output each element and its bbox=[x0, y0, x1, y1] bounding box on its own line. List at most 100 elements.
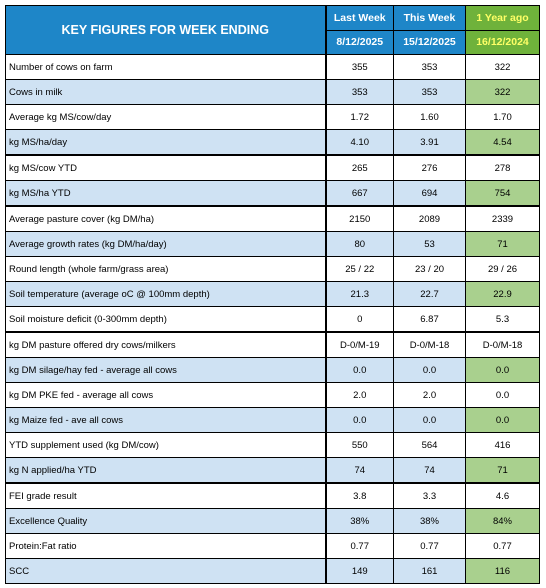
value-one-year-ago: 322 bbox=[466, 55, 540, 80]
value-last-week: 355 bbox=[326, 55, 394, 80]
value-last-week: 353 bbox=[326, 80, 394, 105]
value-last-week: 38% bbox=[326, 509, 394, 534]
row-label: Average growth rates (kg DM/ha/day) bbox=[6, 232, 326, 257]
row-label: kg DM silage/hay fed - average all cows bbox=[6, 358, 326, 383]
value-this-week: 38% bbox=[394, 509, 466, 534]
value-one-year-ago: 4.6 bbox=[466, 483, 540, 509]
value-one-year-ago: 278 bbox=[466, 155, 540, 181]
value-last-week: 2150 bbox=[326, 206, 394, 232]
row-label: Number of cows on farm bbox=[6, 55, 326, 80]
value-this-week: 74 bbox=[394, 458, 466, 484]
key-figures-table: KEY FIGURES FOR WEEK ENDING Last Week Th… bbox=[5, 5, 540, 584]
row-label: Average kg MS/cow/day bbox=[6, 105, 326, 130]
row-label: SCC bbox=[6, 559, 326, 584]
value-one-year-ago: 22.9 bbox=[466, 282, 540, 307]
date-this-week: 15/12/2025 bbox=[394, 30, 466, 55]
table-row: Number of cows on farm 355 353 322 bbox=[6, 55, 540, 80]
value-last-week: 0.0 bbox=[326, 408, 394, 433]
table-row: kg DM pasture offered dry cows/milkers D… bbox=[6, 332, 540, 358]
table-row: YTD supplement used (kg DM/cow) 550 564 … bbox=[6, 433, 540, 458]
table-row: Average kg MS/cow/day 1.72 1.60 1.70 bbox=[6, 105, 540, 130]
value-this-week: 353 bbox=[394, 80, 466, 105]
value-last-week: D-0/M-19 bbox=[326, 332, 394, 358]
value-last-week: 3.8 bbox=[326, 483, 394, 509]
row-label: kg DM PKE fed - average all cows bbox=[6, 383, 326, 408]
date-one-year-ago: 16/12/2024 bbox=[466, 30, 540, 55]
value-one-year-ago: 2339 bbox=[466, 206, 540, 232]
value-this-week: 353 bbox=[394, 55, 466, 80]
value-one-year-ago: 0.77 bbox=[466, 534, 540, 559]
row-label: kg DM pasture offered dry cows/milkers bbox=[6, 332, 326, 358]
value-this-week: 6.87 bbox=[394, 307, 466, 333]
value-this-week: 276 bbox=[394, 155, 466, 181]
value-this-week: 1.60 bbox=[394, 105, 466, 130]
value-one-year-ago: 0.0 bbox=[466, 383, 540, 408]
table-title: KEY FIGURES FOR WEEK ENDING bbox=[6, 6, 326, 55]
table-row: kg DM silage/hay fed - average all cows … bbox=[6, 358, 540, 383]
value-one-year-ago: 116 bbox=[466, 559, 540, 584]
value-one-year-ago: 416 bbox=[466, 433, 540, 458]
value-this-week: 0.0 bbox=[394, 408, 466, 433]
value-this-week: 2.0 bbox=[394, 383, 466, 408]
row-label: kg Maize fed - ave all cows bbox=[6, 408, 326, 433]
value-this-week: 3.91 bbox=[394, 130, 466, 156]
value-last-week: 265 bbox=[326, 155, 394, 181]
value-this-week: 0.77 bbox=[394, 534, 466, 559]
row-label: FEI grade result bbox=[6, 483, 326, 509]
value-this-week: 694 bbox=[394, 181, 466, 207]
value-last-week: 667 bbox=[326, 181, 394, 207]
value-this-week: D-0/M-18 bbox=[394, 332, 466, 358]
col-header-last-week: Last Week bbox=[326, 6, 394, 31]
col-header-one-year-ago: 1 Year ago bbox=[466, 6, 540, 31]
row-label: Cows in milk bbox=[6, 80, 326, 105]
row-label: kg MS/cow YTD bbox=[6, 155, 326, 181]
value-last-week: 0.77 bbox=[326, 534, 394, 559]
value-one-year-ago: 322 bbox=[466, 80, 540, 105]
table-row: kg N applied/ha YTD 74 74 71 bbox=[6, 458, 540, 484]
table-row: Excellence Quality 38% 38% 84% bbox=[6, 509, 540, 534]
row-label: Excellence Quality bbox=[6, 509, 326, 534]
value-one-year-ago: 0.0 bbox=[466, 358, 540, 383]
value-last-week: 74 bbox=[326, 458, 394, 484]
table-row: Protein:Fat ratio 0.77 0.77 0.77 bbox=[6, 534, 540, 559]
table-row: kg DM PKE fed - average all cows 2.0 2.0… bbox=[6, 383, 540, 408]
value-one-year-ago: 754 bbox=[466, 181, 540, 207]
value-one-year-ago: 0.0 bbox=[466, 408, 540, 433]
value-last-week: 25 / 22 bbox=[326, 257, 394, 282]
value-one-year-ago: D-0/M-18 bbox=[466, 332, 540, 358]
row-label: Protein:Fat ratio bbox=[6, 534, 326, 559]
row-label: YTD supplement used (kg DM/cow) bbox=[6, 433, 326, 458]
value-last-week: 21.3 bbox=[326, 282, 394, 307]
value-one-year-ago: 71 bbox=[466, 458, 540, 484]
table-row: Soil temperature (average oC @ 100mm dep… bbox=[6, 282, 540, 307]
value-this-week: 53 bbox=[394, 232, 466, 257]
col-header-this-week: This Week bbox=[394, 6, 466, 31]
value-one-year-ago: 84% bbox=[466, 509, 540, 534]
table-row: Average growth rates (kg DM/ha/day) 80 5… bbox=[6, 232, 540, 257]
value-last-week: 4.10 bbox=[326, 130, 394, 156]
value-one-year-ago: 71 bbox=[466, 232, 540, 257]
table-row: Round length (whole farm/grass area) 25 … bbox=[6, 257, 540, 282]
value-last-week: 550 bbox=[326, 433, 394, 458]
table-row: kg Maize fed - ave all cows 0.0 0.0 0.0 bbox=[6, 408, 540, 433]
table-row: Soil moisture deficit (0-300mm depth) 0 … bbox=[6, 307, 540, 333]
value-this-week: 22.7 bbox=[394, 282, 466, 307]
row-label: Soil moisture deficit (0-300mm depth) bbox=[6, 307, 326, 333]
row-label: kg MS/ha/day bbox=[6, 130, 326, 156]
date-last-week: 8/12/2025 bbox=[326, 30, 394, 55]
table-row: kg MS/ha YTD 667 694 754 bbox=[6, 181, 540, 207]
value-this-week: 23 / 20 bbox=[394, 257, 466, 282]
value-last-week: 1.72 bbox=[326, 105, 394, 130]
table-row: kg MS/ha/day 4.10 3.91 4.54 bbox=[6, 130, 540, 156]
value-this-week: 564 bbox=[394, 433, 466, 458]
table-row: FEI grade result 3.8 3.3 4.6 bbox=[6, 483, 540, 509]
value-last-week: 2.0 bbox=[326, 383, 394, 408]
row-label: kg MS/ha YTD bbox=[6, 181, 326, 207]
value-this-week: 161 bbox=[394, 559, 466, 584]
value-last-week: 80 bbox=[326, 232, 394, 257]
value-last-week: 0.0 bbox=[326, 358, 394, 383]
value-last-week: 0 bbox=[326, 307, 394, 333]
table-row: SCC 149 161 116 bbox=[6, 559, 540, 584]
value-one-year-ago: 4.54 bbox=[466, 130, 540, 156]
row-label: kg N applied/ha YTD bbox=[6, 458, 326, 484]
